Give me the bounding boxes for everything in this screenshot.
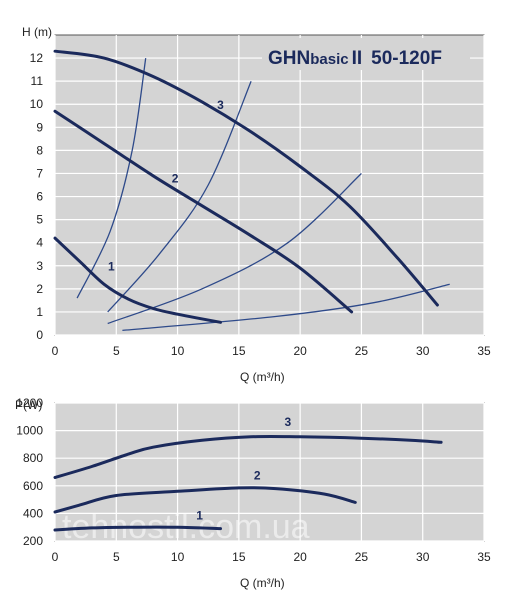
x-tick-label: 10 <box>171 550 185 564</box>
y-tick-label: 1000 <box>16 424 43 438</box>
curve-label-2: 2 <box>254 469 261 483</box>
x-tick-label: 30 <box>416 550 430 564</box>
y-tick-label: 4 <box>36 236 43 250</box>
y-tick-label: 200 <box>23 534 43 548</box>
x-tick-label: 5 <box>113 344 120 358</box>
curve-label-1: 1 <box>108 259 115 273</box>
series-line-2 <box>53 109 354 314</box>
x-tick-label: 15 <box>232 344 246 358</box>
x-tick-label: 35 <box>477 550 491 564</box>
system-curve <box>107 80 252 313</box>
head-x-axis-label: Q (m³/h) <box>240 370 285 384</box>
series-line-1 <box>53 236 222 324</box>
x-tick-label: 25 <box>355 550 369 564</box>
power-series <box>53 434 443 532</box>
head-grid <box>54 35 485 336</box>
title-backdrop <box>262 38 470 70</box>
curve-label-3: 3 <box>217 98 224 112</box>
x-tick-label: 0 <box>52 550 59 564</box>
power-curve-labels: 1 2 3 <box>196 415 291 523</box>
curve-label-1: 1 <box>196 509 203 523</box>
power-x-axis-label: Q (m³/h) <box>240 576 285 590</box>
x-tick-label: 20 <box>293 550 307 564</box>
head-system-curves <box>76 58 450 332</box>
series-line-1 <box>53 525 222 532</box>
y-tick-label: 6 <box>36 190 43 204</box>
y-tick-label: 400 <box>23 506 43 520</box>
y-tick-label: 10 <box>30 97 44 111</box>
y-tick-label: 1200 <box>16 396 43 410</box>
power-x-ticks: 0 5 10 15 20 25 30 35 <box>52 550 491 564</box>
y-tick-label: 0 <box>36 328 43 342</box>
x-tick-label: 20 <box>293 344 307 358</box>
y-tick-label: 800 <box>23 451 43 465</box>
x-tick-label: 10 <box>171 344 185 358</box>
head-curve-labels: 1 2 3 <box>108 98 224 274</box>
chart-title: GHNbasic II 50-120F <box>268 48 442 69</box>
system-curve <box>107 173 362 325</box>
head-series <box>53 49 439 324</box>
y-tick-label: 12 <box>30 51 44 65</box>
head-y-axis-label: H (m) <box>22 25 52 39</box>
system-curve <box>122 283 450 332</box>
power-y-ticks: 200 400 600 800 1000 1200 <box>16 396 43 548</box>
y-tick-label: 3 <box>36 259 43 273</box>
x-tick-label: 0 <box>52 344 59 358</box>
series-line-3 <box>53 434 443 479</box>
y-tick-label: 2 <box>36 282 43 296</box>
y-tick-label: 8 <box>36 143 43 157</box>
x-tick-label: 15 <box>232 550 246 564</box>
series-line-3 <box>53 49 439 307</box>
y-tick-label: 7 <box>36 166 43 180</box>
y-tick-label: 5 <box>36 213 43 227</box>
y-tick-label: 11 <box>31 74 44 88</box>
power-grid <box>54 402 485 542</box>
head-plot-area <box>54 34 485 336</box>
power-y-axis-label: P(W) <box>15 398 42 412</box>
x-tick-label: 25 <box>355 344 369 358</box>
y-tick-label: 1 <box>36 305 43 319</box>
x-tick-label: 35 <box>477 344 491 358</box>
y-tick-label: 600 <box>23 479 43 493</box>
curve-label-3: 3 <box>285 415 292 429</box>
power-flow-chart: P(W) tehnostil.com.ua 123 20040060080010… <box>15 396 491 590</box>
system-curve <box>76 58 147 299</box>
curve-label-2: 2 <box>172 172 179 186</box>
x-tick-label: 30 <box>416 344 430 358</box>
x-tick-label: 5 <box>113 550 120 564</box>
y-tick-label: 9 <box>36 120 43 134</box>
series-line-2 <box>53 486 357 514</box>
head-x-ticks: 0 5 10 15 20 25 30 35 <box>52 344 491 358</box>
